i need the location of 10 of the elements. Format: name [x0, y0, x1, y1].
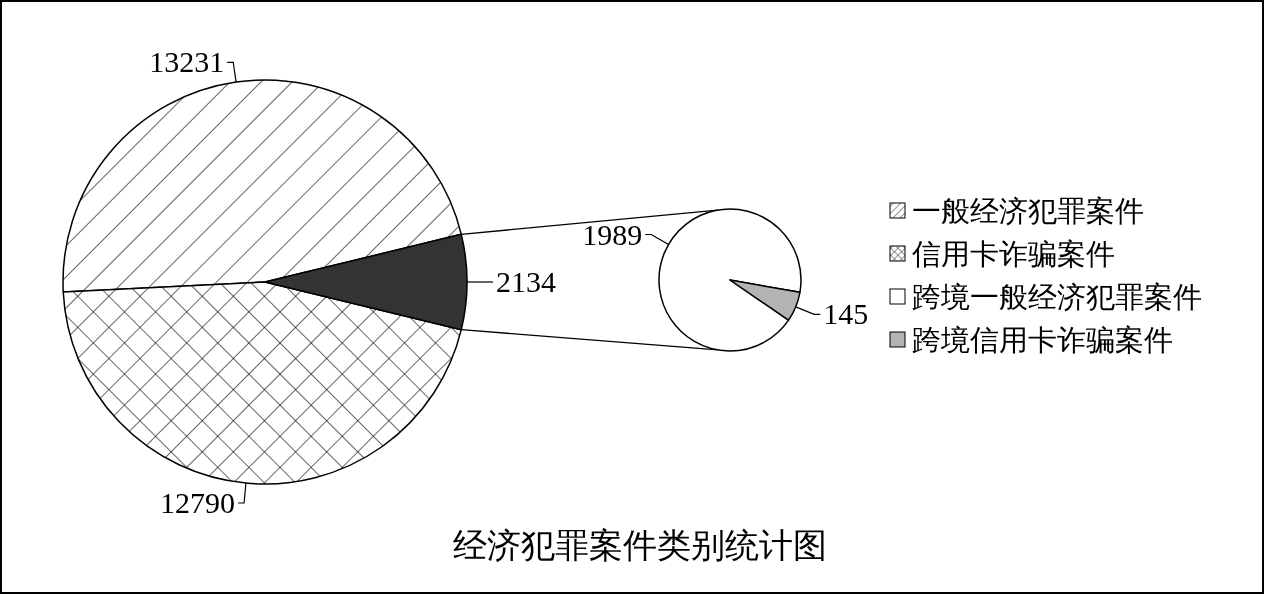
legend: 一般经济犯罪案件	[889, 195, 1144, 227]
legend: 信用卡诈骗案件	[889, 238, 1115, 270]
data-label: 1989	[582, 217, 643, 251]
data-label: 12790	[160, 486, 236, 520]
data-label: 13231	[149, 45, 225, 79]
data-label: 2134	[496, 265, 556, 298]
legend: 跨境信用卡诈骗案件	[889, 324, 1173, 356]
text: 经济犯罪案件类别统计图	[453, 527, 827, 564]
legend: 跨境一般经济犯罪案件	[889, 281, 1202, 313]
data-label: 145	[823, 297, 869, 331]
